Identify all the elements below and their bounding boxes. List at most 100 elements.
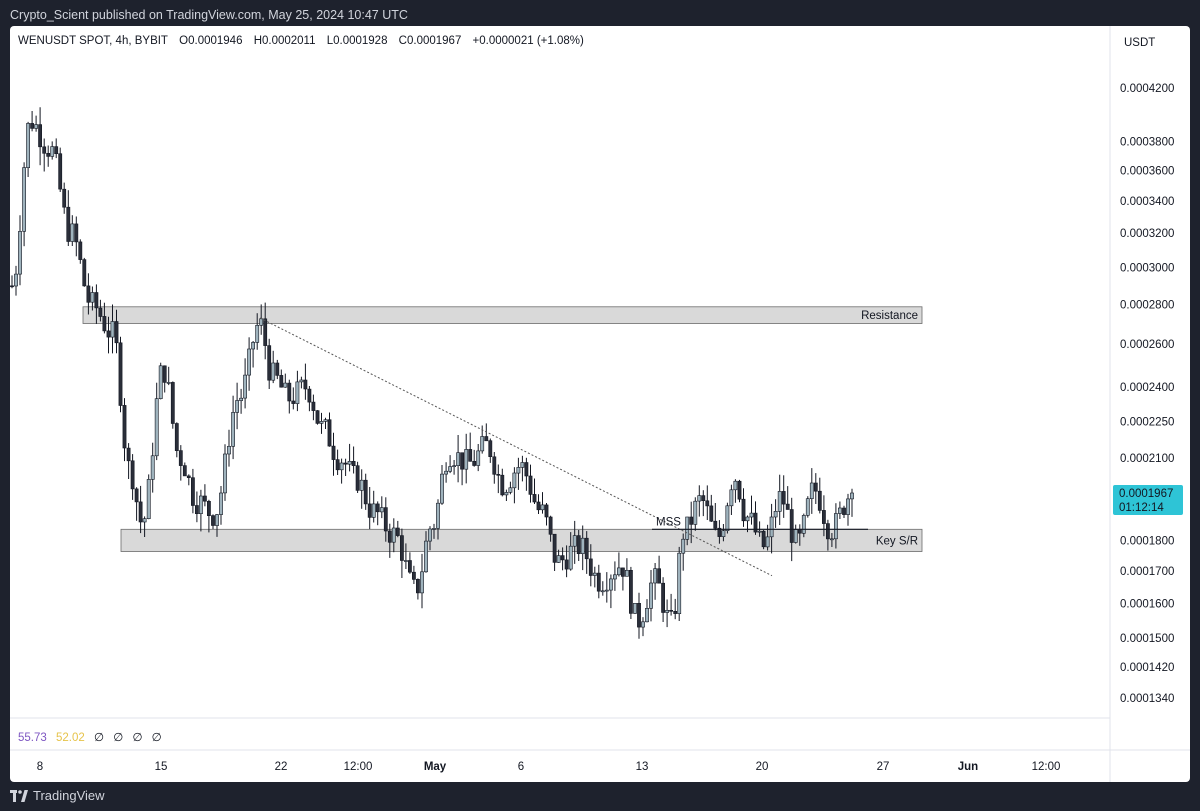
candle-body bbox=[26, 123, 31, 169]
candle-body bbox=[504, 492, 509, 496]
candle-body bbox=[371, 503, 376, 518]
time-tick-label: 13 bbox=[636, 761, 649, 773]
candle-body bbox=[58, 153, 63, 190]
candle-body bbox=[428, 528, 432, 542]
publisher-bar: Crypto_Scient published on TradingView.c… bbox=[0, 0, 1200, 30]
candle-body bbox=[14, 273, 18, 287]
close-value: C0.0001967 bbox=[398, 35, 462, 47]
candle-body bbox=[239, 397, 244, 401]
candle-body bbox=[448, 466, 453, 472]
candle-body bbox=[411, 571, 416, 580]
price-axis[interactable]: 0.0004200 0.0003800 0.0003600 0.0003400 0.00… bbox=[1120, 83, 1174, 705]
candle-body bbox=[817, 490, 822, 511]
null-value: ∅ bbox=[113, 732, 124, 744]
candle-body bbox=[363, 479, 368, 505]
candle-body bbox=[355, 465, 360, 491]
candle-body bbox=[725, 505, 730, 531]
candle-body bbox=[38, 124, 43, 148]
candle-body bbox=[247, 348, 252, 376]
candle-body bbox=[657, 568, 662, 584]
candle-body bbox=[721, 530, 726, 538]
time-tick-label: Jun bbox=[958, 761, 978, 773]
candle-body bbox=[259, 318, 264, 326]
candle-body bbox=[343, 462, 348, 465]
candle-body bbox=[219, 492, 223, 515]
price-tick-label: 0.0002100 bbox=[1120, 453, 1174, 465]
time-axis[interactable]: 8 15 22 12:00 May 6 13 20 27 Jun 12:00 bbox=[37, 761, 1061, 773]
candle-body bbox=[608, 578, 613, 591]
candle-body bbox=[456, 452, 461, 467]
candle-body bbox=[588, 558, 593, 576]
candle-body bbox=[850, 492, 854, 500]
ohlc-legend: WENUSDT SPOT, 4h, BYBIT O0.0001946 H0.00… bbox=[18, 35, 592, 47]
time-tick-label: 12:00 bbox=[1032, 761, 1061, 773]
candle-body bbox=[713, 520, 718, 529]
candle-body bbox=[307, 388, 312, 403]
candle-body bbox=[211, 515, 215, 526]
candle-body bbox=[295, 381, 300, 404]
candle-body bbox=[323, 419, 328, 422]
symbol-label[interactable]: WENUSDT SPOT, 4h, BYBIT bbox=[18, 35, 168, 47]
candle-body bbox=[524, 462, 529, 477]
candle-body bbox=[90, 292, 95, 303]
candle-body bbox=[227, 445, 231, 455]
candle-body bbox=[805, 498, 810, 516]
price-tick-label: 0.0004200 bbox=[1120, 83, 1174, 95]
candle-body bbox=[733, 480, 738, 491]
candle-body bbox=[102, 316, 107, 332]
price-tick-label: 0.0001340 bbox=[1120, 693, 1174, 705]
time-tick-label: May bbox=[424, 761, 447, 773]
candle-body bbox=[628, 569, 633, 614]
candle-body bbox=[512, 472, 517, 489]
candle-body bbox=[335, 459, 340, 471]
chart-frame[interactable]: Resistance Key S/R MSS USDT 0.0004200 0.00… bbox=[10, 26, 1190, 782]
candle-body bbox=[403, 560, 408, 562]
candle-body bbox=[548, 516, 553, 535]
candle-body bbox=[833, 513, 838, 540]
candle-body bbox=[472, 460, 477, 466]
candle-body bbox=[70, 223, 75, 242]
candle-body bbox=[154, 398, 159, 457]
zone-box[interactable] bbox=[120, 528, 923, 552]
candle-body bbox=[785, 503, 790, 510]
candle-body bbox=[496, 473, 501, 476]
candle-body bbox=[182, 465, 187, 477]
candle-body bbox=[255, 324, 260, 343]
candle-body bbox=[781, 491, 786, 505]
price-tick-label: 0.0003000 bbox=[1120, 263, 1174, 275]
candle-body bbox=[275, 362, 280, 376]
candle-body bbox=[564, 559, 569, 570]
candle-body bbox=[359, 479, 364, 491]
candle-body bbox=[576, 535, 581, 555]
candle-body bbox=[162, 365, 167, 383]
trendline[interactable] bbox=[259, 317, 773, 577]
current-price-label: 0.0001967 01:12:14 bbox=[1113, 485, 1183, 515]
candle-body bbox=[540, 504, 545, 511]
candle-body bbox=[432, 528, 436, 530]
candle-body bbox=[231, 412, 236, 447]
candle-body bbox=[424, 540, 428, 573]
candle-body bbox=[649, 582, 653, 609]
candle-body bbox=[452, 465, 457, 468]
indicator-value-1: 55.73 bbox=[18, 732, 47, 744]
candle-body bbox=[709, 505, 714, 522]
candle-body bbox=[126, 447, 131, 462]
candle-body bbox=[122, 405, 127, 449]
current-price-box bbox=[1113, 485, 1183, 515]
price-tick-label: 0.0001500 bbox=[1120, 633, 1174, 645]
candle-body bbox=[600, 590, 605, 593]
candle-body bbox=[444, 470, 449, 475]
candle-body bbox=[174, 423, 179, 452]
time-tick-label: 15 bbox=[155, 761, 168, 773]
candle-body bbox=[842, 507, 846, 515]
candle-body bbox=[207, 500, 211, 516]
tradingview-logo[interactable]: TradingView bbox=[10, 788, 105, 803]
candle-body bbox=[78, 241, 83, 260]
candle-body bbox=[399, 535, 404, 561]
zone-box[interactable] bbox=[82, 306, 923, 324]
candle-body bbox=[592, 572, 597, 576]
candle-body bbox=[653, 568, 658, 584]
candle-body bbox=[287, 382, 292, 402]
candle-body bbox=[697, 495, 702, 502]
